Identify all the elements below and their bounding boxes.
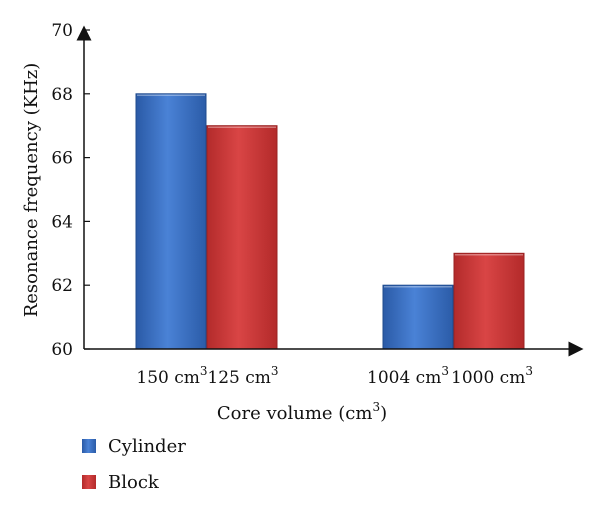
bar-cylinder	[135, 93, 207, 350]
y-axis-title: Resonance frequency (KHz)	[21, 63, 42, 318]
legend: Cylinder Block	[82, 436, 186, 493]
x-axis-title-suffix: )	[380, 403, 387, 424]
x-axis-title-sup: 3	[372, 400, 380, 414]
x-tick-labels: 150 cm3 125 cm3 1004 cm3 1000 cm3	[136, 364, 533, 388]
y-tick-label: 70	[51, 21, 73, 41]
bar-block	[453, 252, 525, 350]
x-tick-label: 1000 cm3	[451, 364, 533, 388]
y-tick-label: 60	[51, 340, 73, 360]
x-axis-title-main: Core volume (cm	[217, 403, 373, 424]
y-tick-label: 64	[51, 212, 73, 232]
legend-label-cylinder: Cylinder	[108, 436, 186, 457]
x-axis-title: Core volume (cm3)	[217, 400, 387, 424]
bars-layer	[135, 93, 525, 350]
y-tick-label: 62	[51, 276, 73, 296]
legend-label-block: Block	[108, 472, 160, 493]
legend-item-cylinder: Cylinder	[82, 436, 186, 457]
y-tick-label: 66	[51, 149, 73, 169]
y-tick-label: 68	[51, 85, 73, 105]
legend-swatch-block	[82, 475, 96, 489]
x-tick-label: 150 cm3	[136, 364, 207, 388]
x-tick-label: 125 cm3	[207, 364, 278, 388]
y-ticks: 60 62 64 66 68 70	[51, 21, 90, 360]
legend-swatch-cylinder	[82, 439, 96, 453]
x-tick-label: 1004 cm3	[367, 364, 449, 388]
legend-item-block: Block	[82, 472, 160, 493]
bar-block	[206, 125, 278, 350]
bar-cylinder	[382, 284, 454, 350]
